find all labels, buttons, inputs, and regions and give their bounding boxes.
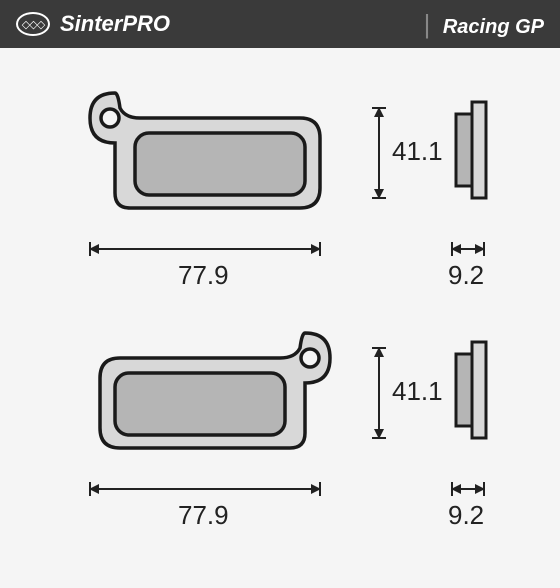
header-right: | Racing GP bbox=[424, 9, 544, 40]
dim-line-thick-bottom bbox=[452, 488, 484, 490]
dim-line-width-top bbox=[90, 248, 320, 250]
brand-logo: ◇◇◇ bbox=[16, 12, 50, 36]
brake-pad-top-side bbox=[452, 100, 490, 200]
dim-line-height-top bbox=[378, 108, 380, 198]
dim-line-thick-top bbox=[452, 248, 484, 250]
dim-thick-top: 9.2 bbox=[448, 260, 484, 291]
dim-thick-bottom: 9.2 bbox=[448, 500, 484, 531]
product-name: Racing GP bbox=[443, 16, 544, 38]
dim-tick bbox=[319, 242, 321, 256]
dim-line-height-bottom bbox=[378, 348, 380, 438]
brand-name: SinterPRO bbox=[60, 11, 170, 37]
dim-tick bbox=[451, 242, 453, 256]
brake-pad-top-group: 41.1 77.9 9.2 bbox=[40, 78, 520, 308]
dim-tick bbox=[372, 347, 386, 349]
logo-icon: ◇◇◇ bbox=[22, 18, 44, 31]
dim-tick bbox=[89, 242, 91, 256]
dim-tick bbox=[372, 437, 386, 439]
dim-tick bbox=[483, 482, 485, 496]
dim-tick bbox=[319, 482, 321, 496]
brake-pad-bottom-side bbox=[452, 340, 490, 440]
dim-tick bbox=[451, 482, 453, 496]
header-left: ◇◇◇ SinterPRO bbox=[16, 11, 170, 37]
header-bar: ◇◇◇ SinterPRO | Racing GP bbox=[0, 0, 560, 48]
dim-width-top: 77.9 bbox=[178, 260, 229, 291]
dim-height-top: 41.1 bbox=[392, 136, 443, 167]
dim-line-width-bottom bbox=[90, 488, 320, 490]
brake-pad-bottom-group: 41.1 77.9 9.2 bbox=[40, 318, 520, 548]
dim-height-bottom: 41.1 bbox=[392, 376, 443, 407]
dim-width-bottom: 77.9 bbox=[178, 500, 229, 531]
divider-icon: | bbox=[424, 9, 431, 39]
dim-tick bbox=[372, 197, 386, 199]
dim-tick bbox=[372, 107, 386, 109]
dim-tick bbox=[483, 242, 485, 256]
brake-pad-bottom-front bbox=[80, 328, 340, 458]
diagram-area: 41.1 77.9 9.2 41.1 77.9 bbox=[0, 48, 560, 588]
dim-tick bbox=[89, 482, 91, 496]
brake-pad-top-front bbox=[80, 88, 340, 218]
